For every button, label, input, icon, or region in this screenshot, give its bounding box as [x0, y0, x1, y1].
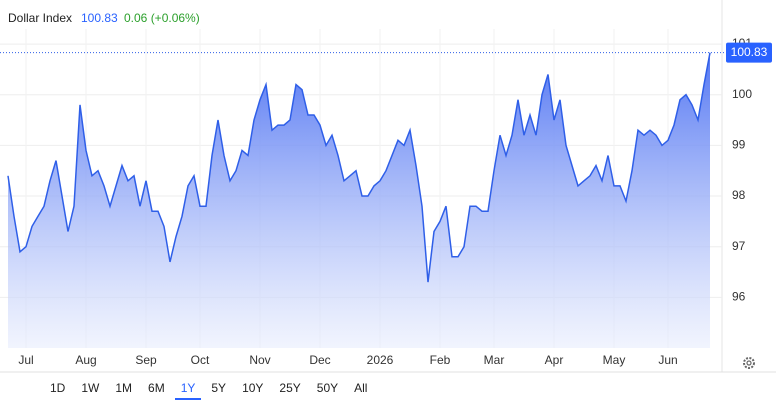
x-tick-label: Feb [430, 353, 451, 367]
y-tick-label: 97 [732, 239, 746, 253]
range-selector: 1D 1W 1M 6M 1Y 5Y 10Y 25Y 50Y All [44, 378, 377, 400]
range-button[interactable]: 25Y [279, 381, 301, 395]
range-button[interactable]: All [354, 381, 368, 395]
price: 100.83 [81, 11, 118, 25]
range-button[interactable]: 5Y [211, 381, 227, 395]
y-tick-label: 100 [732, 87, 752, 101]
range-button[interactable]: 1Y [174, 378, 202, 400]
x-tick-label: Dec [309, 353, 330, 367]
x-tick-label: Nov [249, 353, 270, 367]
area [8, 52, 710, 348]
range-button[interactable]: 1W [81, 381, 100, 395]
x-tick-label: Oct [191, 353, 210, 367]
x-tick-label: 2026 [367, 353, 394, 367]
line [7, 52, 711, 283]
range-button[interactable]: 1M [115, 381, 133, 395]
settings-icon[interactable] [743, 357, 755, 369]
gear[interactable] [743, 357, 755, 369]
y-tick-label: 98 [732, 188, 746, 202]
x-tick-label: Sep [135, 353, 157, 367]
range-button[interactable]: 50Y [316, 381, 339, 395]
last-value-tag [726, 42, 772, 63]
change: 0.06 (+0.06%) [124, 11, 200, 25]
x-tick-label: Jul [18, 353, 33, 367]
x-tick-label: May [603, 353, 626, 367]
x-tick-label: Aug [75, 353, 96, 367]
range-button[interactable]: 1D [50, 381, 66, 395]
y-tick-label: 99 [732, 138, 746, 152]
range-button[interactable]: 6M [148, 381, 165, 395]
y-tick-label: 96 [732, 290, 746, 304]
range-button[interactable]: 10Y [242, 381, 264, 395]
gear-hub[interactable] [746, 360, 752, 366]
x-tick-label: Apr [545, 353, 564, 367]
last-value-label: 100.83 [731, 45, 768, 59]
x-tick-label: Mar [484, 353, 505, 367]
chart-title: Dollar Index [8, 11, 72, 25]
x-tick-label: Jun [658, 353, 677, 367]
